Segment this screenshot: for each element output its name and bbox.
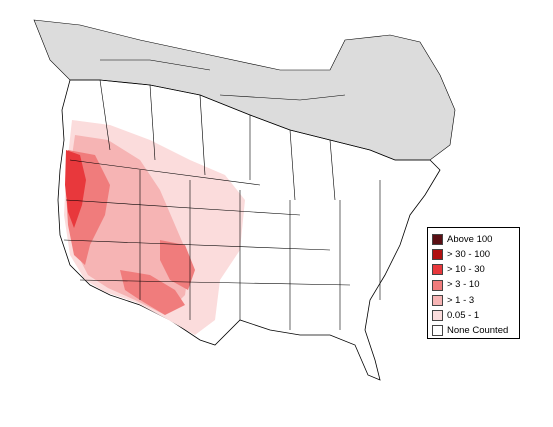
legend-label: Above 100 [447, 233, 493, 245]
legend-label: > 10 - 30 [447, 264, 485, 276]
legend: Above 100 > 30 - 100 > 10 - 30 > 3 - 10 > 1 … [427, 227, 520, 339]
legend-label: > 30 - 100 [447, 249, 491, 261]
legend-item: > 30 - 100 [432, 247, 516, 262]
region-sw-patch-2 [160, 240, 195, 290]
legend-swatch [432, 264, 443, 276]
legend-swatch [432, 279, 443, 291]
continent-outline [57, 79, 441, 381]
legend-item: None Counted [432, 323, 516, 338]
legend-label: 0.05 - 1 [447, 309, 480, 321]
legend-item: > 10 - 30 [432, 262, 516, 277]
legend-swatch [432, 249, 443, 261]
legend-swatch [432, 325, 443, 337]
count-regions [64, 120, 245, 335]
region-high-coast [65, 150, 86, 228]
boundary-lines [63, 59, 381, 330]
legend-label: > 1 - 3 [447, 294, 475, 306]
legend-item: > 3 - 10 [432, 278, 516, 293]
legend-swatch [432, 310, 443, 322]
legend-swatch [432, 294, 443, 306]
legend-label: None Counted [447, 324, 509, 336]
legend-swatch [432, 234, 443, 246]
legend-label: > 3 - 10 [447, 279, 480, 291]
legend-item: 0.05 - 1 [432, 308, 516, 323]
legend-item: Above 100 [432, 232, 516, 247]
legend-item: > 1 - 3 [432, 293, 516, 308]
